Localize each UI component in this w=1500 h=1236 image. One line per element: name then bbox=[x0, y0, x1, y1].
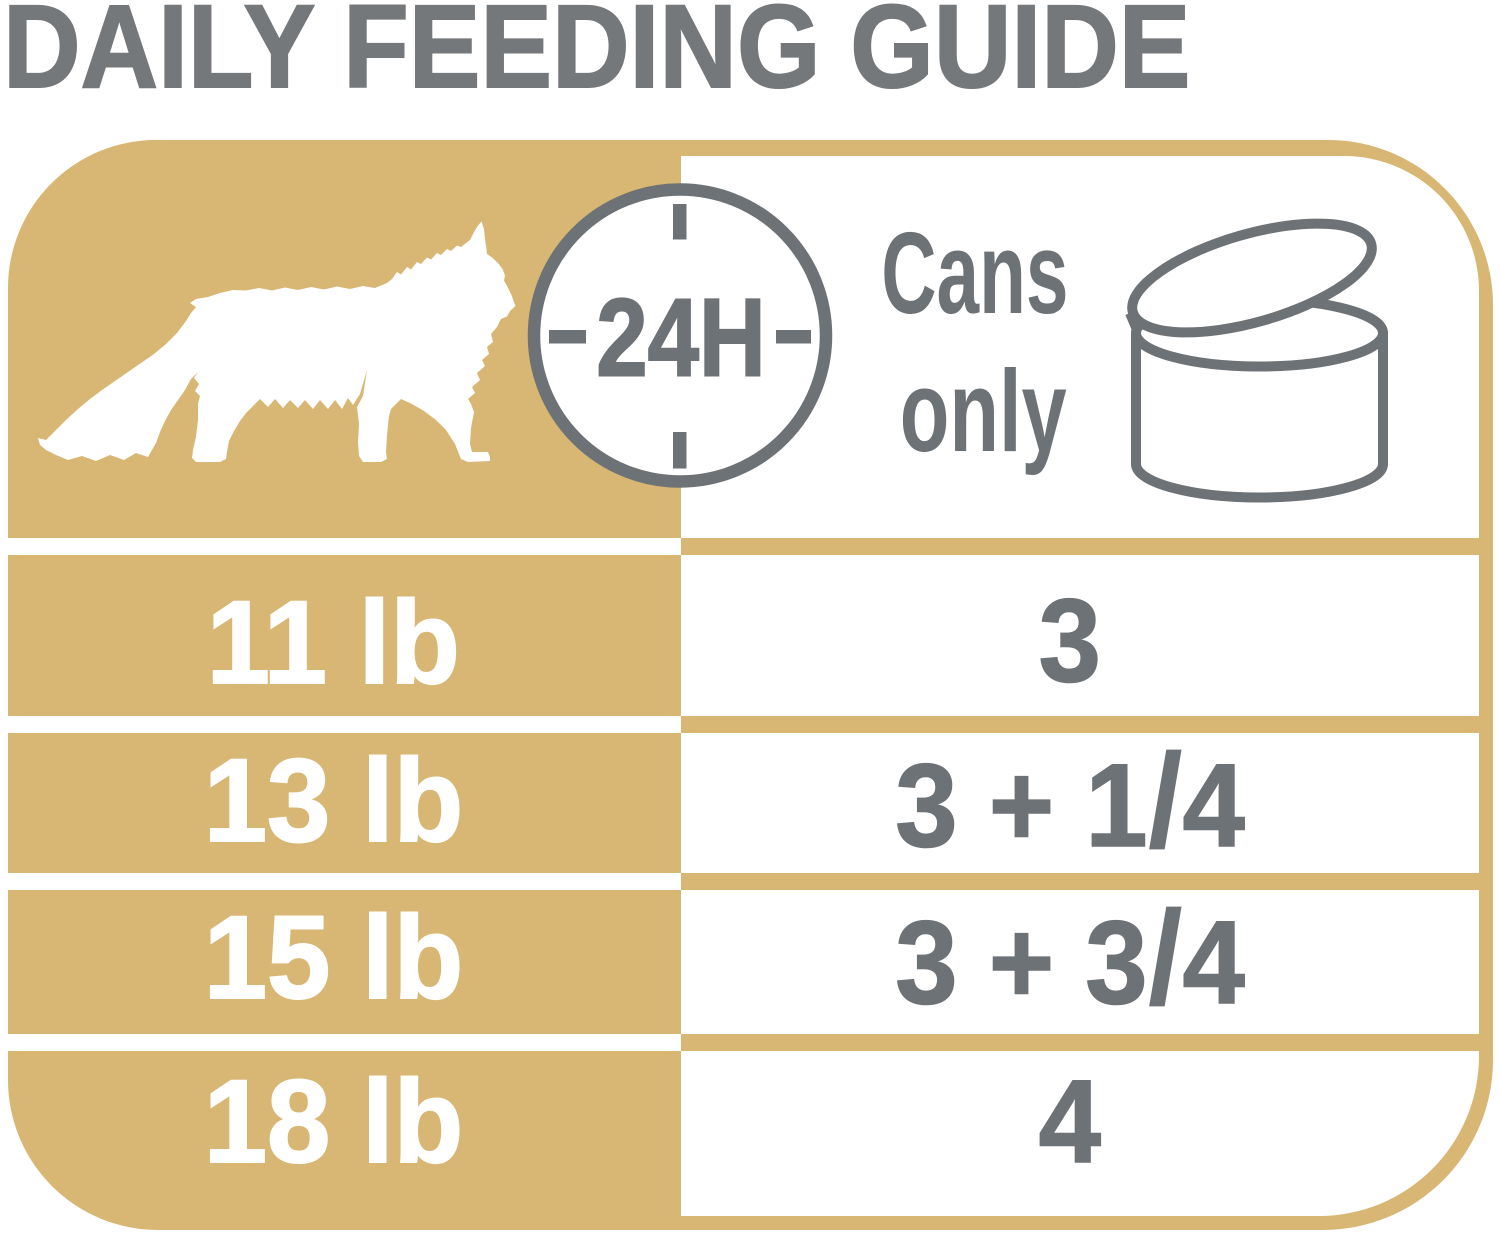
svg-text:24H: 24H bbox=[596, 276, 766, 399]
